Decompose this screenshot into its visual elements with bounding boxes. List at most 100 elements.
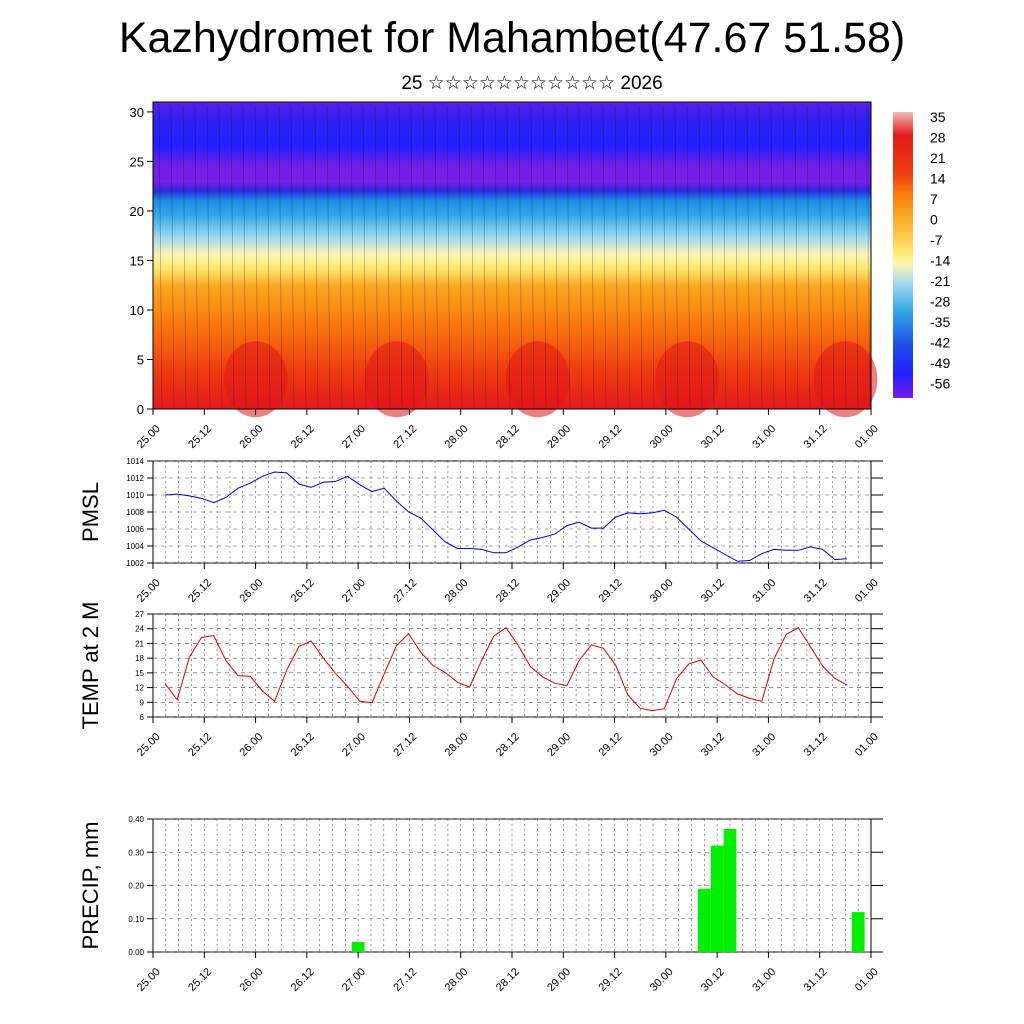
cross-section-x-tick-label: 29.12 [596, 423, 624, 451]
wind-barb-shaft [590, 105, 595, 408]
temp-x-tick-label: 28.00 [443, 731, 471, 759]
precip-x-tick-label: 30.00 [648, 966, 676, 994]
colorbar-label: 14 [930, 171, 946, 187]
cross-section-x-tick-label: 28.12 [494, 423, 522, 451]
chart-subtitle: 25 ☆☆☆☆☆☆☆☆☆☆☆ 2026 [401, 73, 663, 94]
precip-x-tick-label: 26.00 [237, 966, 265, 994]
temp-x-tick-label: 26.12 [289, 731, 317, 759]
wind-barb-shaft [686, 105, 691, 408]
pmsl-x-tick-label: 31.12 [802, 577, 830, 605]
temp-x-tick-label: 29.12 [596, 731, 624, 759]
colorbar-label: 28 [930, 130, 946, 146]
wind-barb-shaft [326, 105, 331, 408]
temp-y-tick-label: 18 [135, 654, 144, 663]
cross-section-x-tick-label: 30.00 [648, 423, 676, 451]
wind-barb-shaft [626, 105, 631, 408]
colorbar-label: 0 [930, 212, 938, 228]
pmsl-panel: 1002 1004 1006 1008 1010 1012 1014 PMSL 25.00 25.… [78, 457, 883, 605]
wind-barb-shaft [254, 105, 259, 408]
precip-x-tick-label: 26.12 [289, 966, 317, 994]
precip-y-tick-label: 0.00 [128, 948, 144, 957]
wind-barb-shaft [770, 105, 775, 408]
cross-section-x-tick-label: 31.00 [750, 423, 778, 451]
wind-barb-shaft [518, 105, 523, 408]
colorbar-label: 21 [930, 150, 946, 166]
precip-y-tick-label: 0.30 [128, 848, 144, 857]
cross-section-x-tick-label: 28.00 [443, 423, 471, 451]
wind-barb-shaft [458, 105, 463, 408]
wind-barb-shaft [614, 105, 619, 408]
precip-y-tick-label: 0.40 [128, 815, 144, 824]
colorbar-label: -21 [930, 273, 950, 289]
cross-section-x-tick-label: 25.12 [186, 423, 214, 451]
temp-x-tick-label: 29.00 [545, 731, 573, 759]
pmsl-x-tick-label: 31.00 [750, 577, 778, 605]
temp-panel: 6 9 12 15 18 21 24 27 TEMP at 2 M 25.00 25.12 26.00… [78, 602, 883, 759]
wind-barb-shaft [662, 105, 667, 408]
pmsl-series-line [164, 471, 848, 562]
wind-barb-shaft [506, 105, 511, 408]
wind-barb-shaft [242, 105, 247, 408]
wind-barb-shaft [794, 105, 799, 408]
wind-barb-shaft [182, 105, 187, 408]
precip-x-tick-label: 25.12 [186, 966, 214, 994]
pmsl-x-tick-label: 26.12 [289, 577, 317, 605]
height-y-tick-label: 5 [137, 352, 144, 367]
precip-x-tick-label: 27.12 [391, 966, 419, 994]
colorbar-label: -56 [930, 376, 950, 392]
wind-barb-shaft [638, 105, 643, 408]
wind-barb-shaft [446, 105, 451, 408]
temp-x-tick-label: 01.00 [853, 731, 881, 759]
colorbar-label: -14 [930, 253, 950, 269]
precip-x-tick-label: 29.12 [596, 966, 624, 994]
cross-section-x-tick-label: 30.12 [699, 423, 727, 451]
wind-barb-shaft [710, 105, 715, 408]
wind-barb-shaft [746, 105, 751, 408]
temp-y-tick-label: 9 [140, 698, 145, 707]
height-y-tick-label: 20 [130, 204, 144, 219]
cross-section-x-tick-label: 25.00 [135, 423, 163, 451]
wind-barb-shaft [302, 105, 307, 408]
cross-section-panel: 0 5 10 15 20 25 30 25.00 25.12 26.00 26.12 27.00 27.… [130, 101, 950, 451]
warm-cell [364, 341, 429, 418]
wind-barb-shaft [806, 105, 811, 408]
wind-barb-shaft [842, 105, 847, 408]
wind-barb-shaft [602, 105, 607, 408]
colorbar-label: -35 [930, 314, 950, 330]
temp-x-tick-label: 28.12 [494, 731, 522, 759]
precip-x-tick-label: 29.00 [545, 966, 573, 994]
precip-bar [851, 912, 865, 952]
temp-x-tick-label: 27.12 [391, 731, 419, 759]
temp-y-tick-label: 27 [135, 610, 144, 619]
wind-barb-shaft [650, 105, 655, 408]
temp-x-tick-label: 30.12 [699, 731, 727, 759]
precip-bar [710, 845, 724, 952]
pmsl-y-tick-label: 1006 [126, 525, 144, 534]
temp-x-tick-label: 25.12 [186, 731, 214, 759]
wind-barb-shaft [782, 105, 787, 408]
wind-barb-shaft [230, 105, 235, 408]
colorbar-label: -7 [930, 232, 943, 248]
temp-y-label: TEMP at 2 M [78, 602, 103, 730]
height-y-tick-label: 25 [130, 154, 144, 169]
height-y-tick-label: 15 [130, 253, 144, 268]
wind-barb-shaft [830, 105, 835, 408]
warm-cell [223, 341, 288, 418]
wind-barb-shaft [278, 105, 283, 408]
pmsl-x-tick-label: 28.12 [494, 577, 522, 605]
colorbar-label: -42 [930, 335, 950, 351]
pmsl-x-tick-label: 29.00 [545, 577, 573, 605]
precip-bar [697, 888, 711, 952]
cross-section-x-tick-label: 01.00 [853, 423, 881, 451]
wind-barb-shaft [866, 105, 871, 408]
pmsl-x-tick-label: 30.12 [699, 577, 727, 605]
precip-x-tick-label: 31.12 [802, 966, 830, 994]
pmsl-x-tick-label: 28.00 [443, 577, 471, 605]
temp-y-tick-label: 24 [135, 625, 144, 634]
temp-y-tick-label: 12 [135, 684, 144, 693]
temp-x-tick-label: 30.00 [648, 731, 676, 759]
precip-x-tick-label: 28.12 [494, 966, 522, 994]
wind-barb-shaft [698, 105, 703, 408]
wind-barb-shaft [194, 105, 199, 408]
